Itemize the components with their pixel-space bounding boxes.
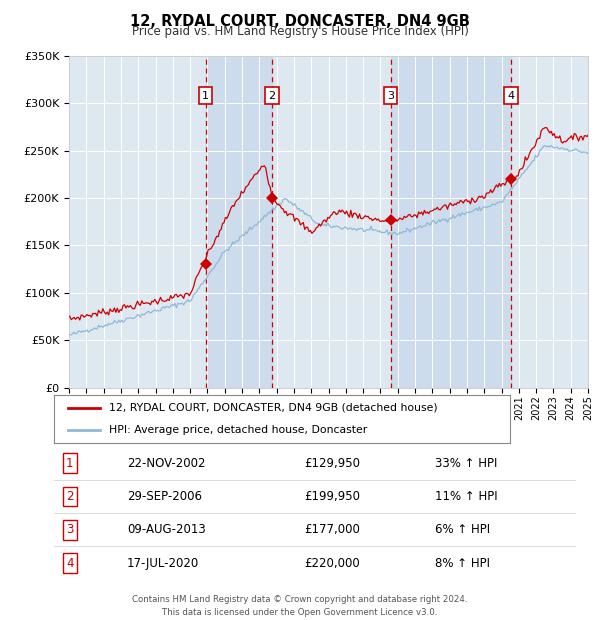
- Text: 1: 1: [202, 91, 209, 100]
- Text: 1: 1: [66, 456, 73, 469]
- Text: £199,950: £199,950: [305, 490, 361, 503]
- Bar: [391, 56, 511, 388]
- Text: 09-AUG-2013: 09-AUG-2013: [127, 523, 206, 536]
- Bar: [206, 56, 272, 388]
- Text: 33% ↑ HPI: 33% ↑ HPI: [435, 456, 497, 469]
- Text: 11% ↑ HPI: 11% ↑ HPI: [435, 490, 497, 503]
- Text: £220,000: £220,000: [305, 557, 361, 570]
- Text: 8% ↑ HPI: 8% ↑ HPI: [435, 557, 490, 570]
- Text: £129,950: £129,950: [305, 456, 361, 469]
- Text: 17-JUL-2020: 17-JUL-2020: [127, 557, 199, 570]
- Text: HPI: Average price, detached house, Doncaster: HPI: Average price, detached house, Donc…: [109, 425, 367, 435]
- Text: 29-SEP-2006: 29-SEP-2006: [127, 490, 202, 503]
- Text: 3: 3: [388, 91, 394, 100]
- Text: 2: 2: [269, 91, 276, 100]
- Text: 6% ↑ HPI: 6% ↑ HPI: [435, 523, 490, 536]
- Text: 22-NOV-2002: 22-NOV-2002: [127, 456, 206, 469]
- Text: 4: 4: [508, 91, 514, 100]
- Text: 12, RYDAL COURT, DONCASTER, DN4 9GB (detached house): 12, RYDAL COURT, DONCASTER, DN4 9GB (det…: [109, 403, 437, 413]
- Text: Price paid vs. HM Land Registry's House Price Index (HPI): Price paid vs. HM Land Registry's House …: [131, 25, 469, 38]
- Text: 4: 4: [66, 557, 73, 570]
- Text: 3: 3: [66, 523, 73, 536]
- Text: 2: 2: [66, 490, 73, 503]
- Text: Contains HM Land Registry data © Crown copyright and database right 2024.
This d: Contains HM Land Registry data © Crown c…: [132, 595, 468, 617]
- Text: £177,000: £177,000: [305, 523, 361, 536]
- Text: 12, RYDAL COURT, DONCASTER, DN4 9GB: 12, RYDAL COURT, DONCASTER, DN4 9GB: [130, 14, 470, 29]
